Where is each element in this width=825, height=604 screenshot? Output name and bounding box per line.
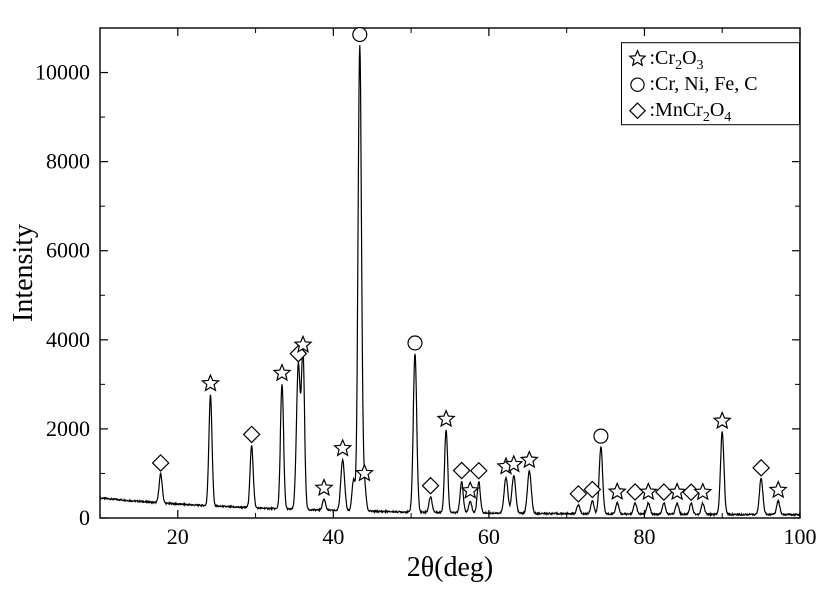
svg-text:60: 60 [478,524,500,549]
svg-text:20: 20 [167,524,189,549]
circle-marker [353,28,367,42]
svg-text:6000: 6000 [46,238,90,263]
circle-marker [594,429,608,443]
legend-label: :Cr2O3 [650,45,798,71]
svg-text:80: 80 [633,524,655,549]
svg-text:2000: 2000 [46,416,90,441]
legend-label: :MnCr2O4 [650,97,798,123]
xrd-diffractogram: 20 40 60 80 100 0 2000 4000 6000 8000 10000 2θ(deg)… [0,0,825,604]
svg-text:40: 40 [322,524,344,549]
svg-text:2θ(deg): 2θ(deg) [407,552,494,583]
svg-text:4000: 4000 [46,327,90,352]
legend-label: :Cr, Ni, Fe, C [650,71,798,97]
svg-text:8000: 8000 [46,149,90,174]
circle-marker [631,78,644,91]
svg-text:0: 0 [79,505,90,530]
svg-text:10000: 10000 [35,60,90,85]
circle-marker [408,336,422,350]
svg-text:Intensity: Intensity [8,224,39,322]
legend: :Cr2O3:Cr, Ni, Fe, C:MnCr2O4 [622,43,800,125]
svg-text:100: 100 [784,524,817,549]
